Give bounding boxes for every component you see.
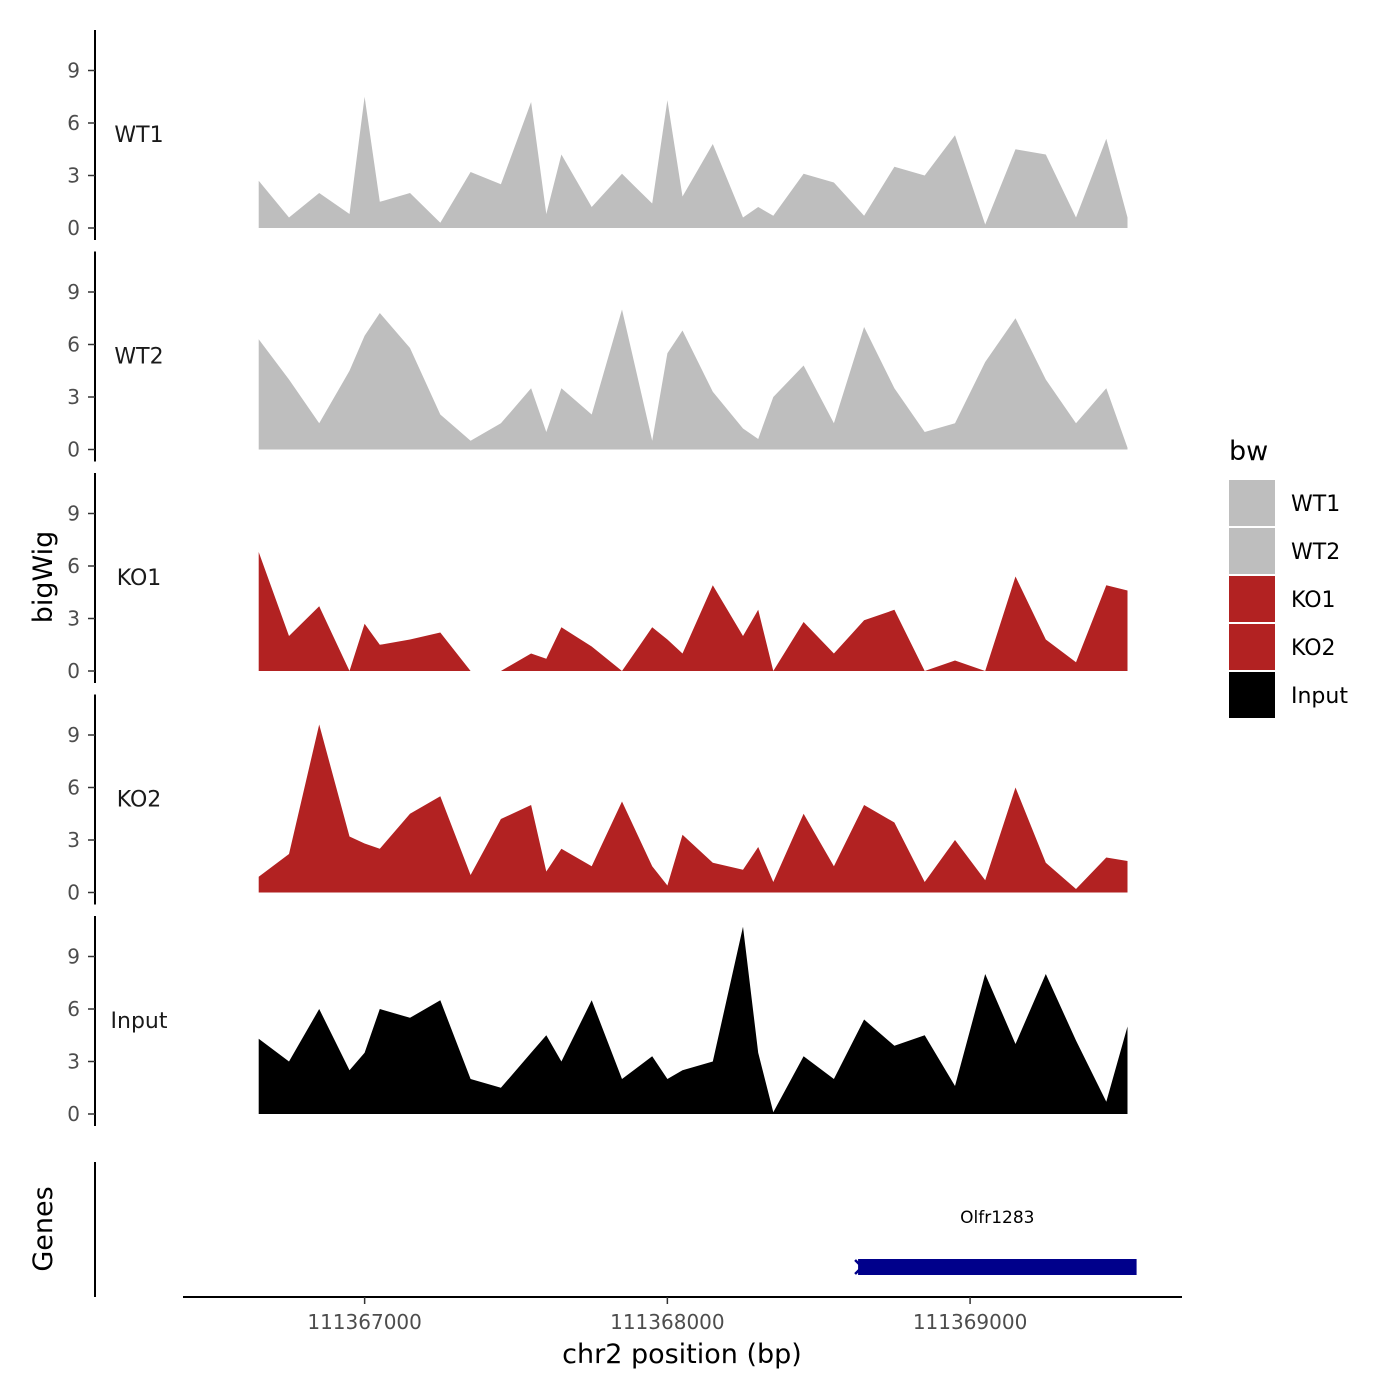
x-tick-label: 111369000 — [913, 1310, 1028, 1334]
y-tick-label: 6 — [67, 111, 80, 135]
y-tick-label: 9 — [67, 723, 80, 747]
x-axis: 111367000 111368000 111369000 — [183, 1296, 1182, 1334]
gene-label: Olfr1283 — [960, 1208, 1034, 1228]
legend-key-ko2 — [1229, 624, 1275, 670]
x-tick-label: 111367000 — [307, 1310, 422, 1334]
track-label: KO1 — [117, 566, 162, 591]
y-tick-label: 3 — [67, 828, 80, 852]
coverage-area-ko1 — [258, 552, 1128, 671]
y-tick-label: 9 — [67, 280, 80, 304]
legend-title: bw — [1229, 436, 1268, 467]
legend-label-wt2: WT2 — [1291, 540, 1340, 565]
y-tick-label: 0 — [67, 881, 80, 905]
legend-key-input — [1229, 672, 1275, 718]
y-tick-label: 9 — [67, 502, 80, 526]
coverage-area-input — [258, 926, 1128, 1114]
legend-key-wt2 — [1229, 528, 1275, 574]
x-axis-title: chr2 position (bp) — [562, 1339, 802, 1370]
coverage-area-ko2 — [258, 724, 1128, 893]
strand-arrow-icon — [854, 1259, 864, 1275]
track-ko2: 0 3 6 9 KO2 — [67, 694, 1128, 905]
coverage-tracks: 0 3 6 9 WT1 0 3 6 9 WT2 0 3 6 9 KO1 0 3 6 9 KO2 0 3 6 9 Input — [67, 30, 1128, 1126]
y-tick-label: 9 — [67, 59, 80, 83]
x-tick-label: 111368000 — [610, 1310, 725, 1334]
genes-axis-title: Genes — [28, 1186, 59, 1271]
y-tick-label: 6 — [67, 776, 80, 800]
coverage-area-wt2 — [258, 309, 1128, 450]
y-tick-label: 3 — [67, 385, 80, 409]
track-label: WT2 — [114, 345, 163, 370]
y-tick-label: 3 — [67, 164, 80, 188]
y-tick-label: 0 — [67, 216, 80, 240]
y-tick-label: 6 — [67, 333, 80, 357]
y-axis-title: bigWig — [28, 531, 59, 624]
y-tick-label: 6 — [67, 997, 80, 1021]
legend: bw WT1 WT2 KO1 KO2 Input — [1229, 436, 1348, 718]
track-ko1: 0 3 6 9 KO1 — [67, 473, 1128, 683]
coverage-area-wt1 — [258, 96, 1128, 228]
track-input: 0 3 6 9 Input — [67, 916, 1128, 1126]
y-tick-label: 0 — [67, 1102, 80, 1126]
track-label: WT1 — [114, 123, 163, 148]
track-label: KO2 — [117, 788, 162, 813]
y-tick-label: 0 — [67, 438, 80, 462]
genes-panel: Genes Olfr1283 — [28, 1162, 1137, 1297]
track-wt2: 0 3 6 9 WT2 — [67, 251, 1128, 462]
gene-bar — [858, 1259, 1137, 1275]
y-tick-label: 6 — [67, 554, 80, 578]
y-tick-label: 9 — [67, 945, 80, 969]
legend-key-wt1 — [1229, 480, 1275, 526]
y-tick-label: 0 — [67, 659, 80, 683]
track-label: Input — [111, 1009, 168, 1034]
y-tick-label: 3 — [67, 607, 80, 631]
track-wt1: 0 3 6 9 WT1 — [67, 30, 1128, 240]
legend-label-wt1: WT1 — [1291, 492, 1340, 517]
legend-label-input: Input — [1291, 684, 1348, 709]
legend-label-ko1: KO1 — [1291, 588, 1336, 613]
y-tick-label: 3 — [67, 1050, 80, 1074]
legend-key-ko1 — [1229, 576, 1275, 622]
legend-label-ko2: KO2 — [1291, 636, 1336, 661]
